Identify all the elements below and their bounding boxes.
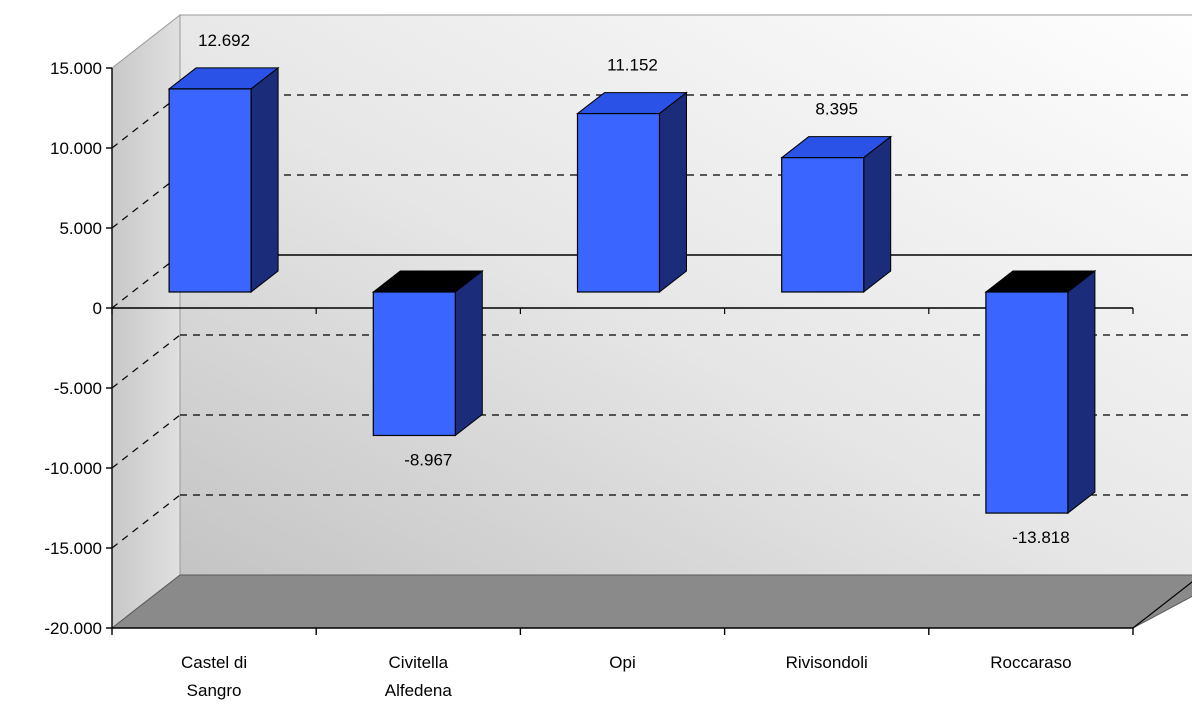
- bar-front-face: [372, 291, 456, 437]
- bar-side-face: [1067, 269, 1096, 515]
- y-tick-label: -5.000: [54, 379, 102, 398]
- category-label: Civitella: [389, 653, 449, 672]
- gridline-side: [111, 494, 181, 549]
- y-tick-label: -10.000: [44, 459, 102, 478]
- bar: [780, 135, 893, 294]
- labels: Castel di Sangro Civitella Alfedena Opi Rivis…: [181, 31, 1072, 700]
- y-tick-label: -20.000: [44, 619, 102, 638]
- category-label: Roccaraso: [990, 653, 1071, 672]
- bars: [167, 66, 1097, 515]
- bar-front-face: [576, 112, 661, 293]
- data-label: -8.967: [404, 450, 452, 469]
- floor-edge-line: [1132, 581, 1192, 629]
- axes: 15.000 10.000 5.000 0 -5.000 -10.000 -15.000 -2…: [44, 59, 1134, 638]
- bar-front-face: [985, 291, 1069, 514]
- bar-side-face: [454, 269, 483, 437]
- category-label: Rivisondoli: [786, 653, 868, 672]
- category-label: Castel di: [181, 653, 247, 672]
- bar-front-face: [168, 88, 252, 293]
- bar-side-face: [659, 91, 687, 294]
- data-label: 11.152: [607, 56, 658, 75]
- data-label: -13.818: [1012, 528, 1070, 547]
- y-tick-label: -15.000: [44, 539, 102, 558]
- floor: [110, 574, 1192, 629]
- gridline-side: [111, 334, 181, 389]
- bar-side-face: [863, 135, 892, 294]
- bar: [984, 269, 1097, 515]
- y-tick-label: 15.000: [50, 59, 102, 78]
- bar: [167, 66, 280, 294]
- bar: [576, 91, 688, 294]
- bar-front-face: [781, 157, 865, 293]
- bar-side-face: [250, 66, 279, 294]
- category-label: Opi: [609, 653, 635, 672]
- data-label: 12.692: [198, 31, 250, 50]
- gridline-side: [111, 414, 181, 469]
- y-tick-label: 10.000: [50, 139, 102, 158]
- y-tick-label: 0: [93, 299, 102, 318]
- bar: [371, 269, 484, 437]
- y-tick-label: 5.000: [59, 219, 102, 238]
- category-label: Alfedena: [385, 681, 453, 700]
- data-label: 8.395: [815, 100, 858, 119]
- category-label: Sangro: [187, 681, 242, 700]
